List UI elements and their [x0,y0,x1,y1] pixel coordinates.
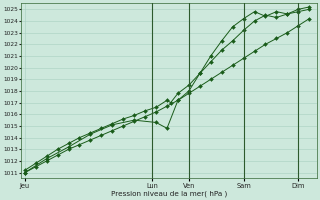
X-axis label: Pression niveau de la mer( hPa ): Pression niveau de la mer( hPa ) [111,190,227,197]
